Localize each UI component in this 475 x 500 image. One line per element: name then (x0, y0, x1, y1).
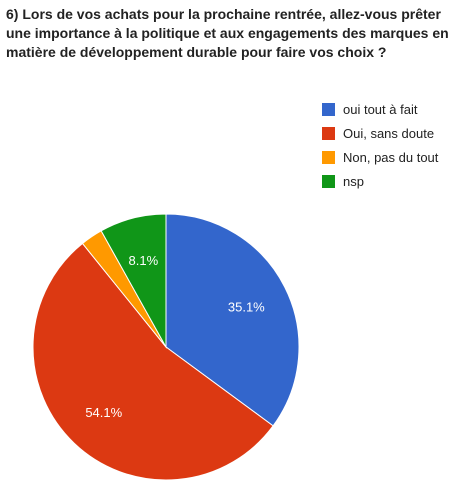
legend-item[interactable]: oui tout à fait (322, 97, 438, 121)
legend-label: Oui, sans doute (343, 125, 435, 141)
legend-swatch (322, 102, 335, 116)
chart-title: 6) Lors de vos achats pour la prochaine … (6, 6, 449, 60)
legend: oui tout à fait Oui, sans doute Non, pas… (322, 97, 438, 193)
slice-data-label: 8.1% (129, 253, 159, 268)
legend-swatch (322, 174, 335, 188)
legend-swatch (322, 126, 335, 140)
legend-item[interactable]: Oui, sans doute (322, 121, 438, 145)
pie-slice[interactable] (100, 213, 167, 349)
slice-data-label: 35.1% (228, 299, 265, 314)
legend-label: nsp (343, 173, 364, 189)
legend-item[interactable]: Non, pas du tout (322, 145, 438, 169)
legend-swatch (322, 150, 335, 164)
legend-label: Non, pas du tout (343, 149, 439, 165)
slice-data-label: 54.1% (85, 405, 122, 420)
pie-slice[interactable] (32, 242, 274, 481)
legend-label: oui tout à fait (343, 101, 418, 117)
pie-slice[interactable] (165, 213, 300, 427)
legend-item[interactable]: nsp (322, 169, 438, 193)
